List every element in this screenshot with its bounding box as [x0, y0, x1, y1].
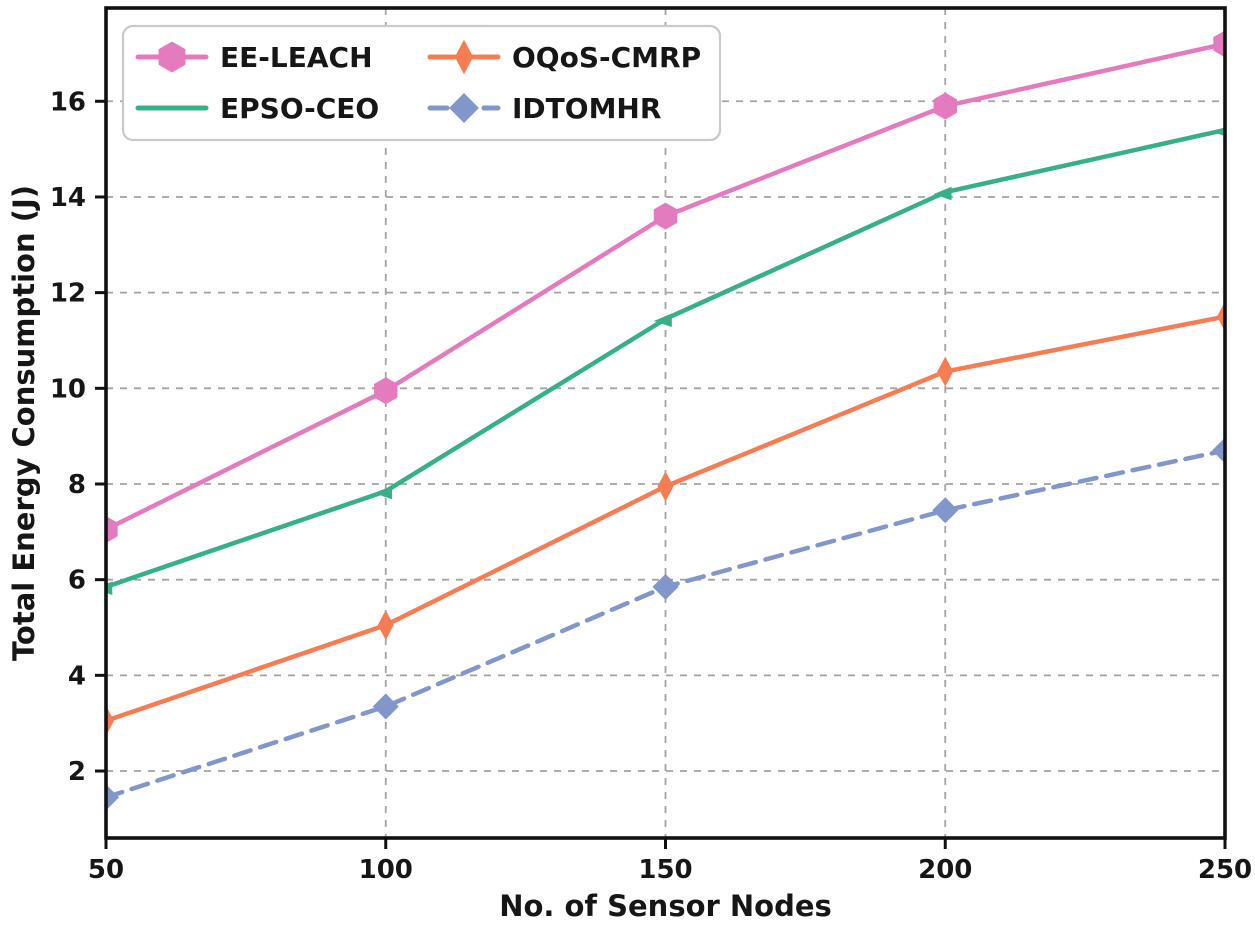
- y-tick-label: 10: [50, 374, 86, 404]
- legend-entry-ee-leach: EE-LEACH: [135, 41, 373, 74]
- legend: EE-LEACH EPSO-CEO OQoS-CMRP IDTOMHR: [121, 24, 722, 142]
- y-axis-title: Total Energy Consumption (J): [7, 185, 41, 661]
- x-tick-label: 150: [638, 855, 692, 885]
- plot-area-group: [106, 30, 1225, 811]
- diamond-marker: [1212, 437, 1225, 464]
- diamond-marker: [652, 573, 679, 600]
- y-tick-label: 4: [68, 661, 86, 691]
- y-tick-label: 14: [50, 183, 86, 213]
- thin-diamond-marker: [937, 356, 954, 387]
- diamond-marker: [372, 693, 399, 720]
- diamond-marker: [449, 93, 479, 123]
- diamond-marker: [106, 784, 119, 811]
- tri-left-marker: [1213, 127, 1225, 136]
- y-tick-label: 12: [50, 279, 86, 309]
- legend-entry-oqos-cmrp: OQoS-CMRP: [427, 39, 701, 75]
- legend-label: EE-LEACH: [220, 41, 373, 74]
- y-tick-label: 16: [50, 87, 86, 117]
- thin-diamond-marker: [454, 39, 474, 75]
- legend-label: IDTOMHR: [512, 92, 661, 125]
- y-tick-label: 6: [68, 566, 86, 596]
- tri-left-marker: [653, 313, 672, 328]
- tick-group: [95, 99, 1227, 849]
- legend-box: [121, 24, 722, 142]
- thin-diamond-marker: [657, 471, 674, 502]
- legend-label: OQoS-CMRP: [512, 41, 701, 74]
- x-axis-title: No. of Sensor Nodes: [499, 889, 832, 923]
- thin-diamond-marker: [106, 705, 114, 736]
- x-tick-label: 200: [918, 855, 972, 885]
- tri-left-marker: [933, 186, 952, 201]
- tri-left-marker: [374, 485, 393, 500]
- legend-label: EPSO-CEO: [220, 92, 379, 125]
- diamond-marker: [932, 497, 959, 524]
- thin-diamond-marker: [377, 610, 394, 641]
- legend-entry-idtomhr: IDTOMHR: [427, 92, 661, 125]
- y-tick-label: 2: [68, 757, 86, 787]
- hexagon-marker: [106, 515, 118, 543]
- legend-entry-epso-ceo: EPSO-CEO: [135, 92, 379, 125]
- y-tick-label: 8: [68, 470, 86, 500]
- series-idtomhr: [106, 437, 1225, 811]
- series-oqos-cmrp: [106, 301, 1225, 736]
- hexagon-marker: [374, 377, 398, 405]
- hexagon-marker: [653, 202, 678, 230]
- x-tick-label: 250: [1198, 855, 1252, 885]
- thin-diamond-marker: [1217, 301, 1225, 332]
- hexagon-marker: [933, 92, 957, 120]
- hexagon-marker: [158, 41, 186, 73]
- series-ee-leach: [106, 30, 1225, 543]
- series-epso-ceo: [106, 127, 1225, 595]
- x-tick-label: 100: [359, 855, 413, 885]
- hexagon-marker: [1213, 30, 1225, 58]
- x-tick-label: 50: [88, 855, 124, 885]
